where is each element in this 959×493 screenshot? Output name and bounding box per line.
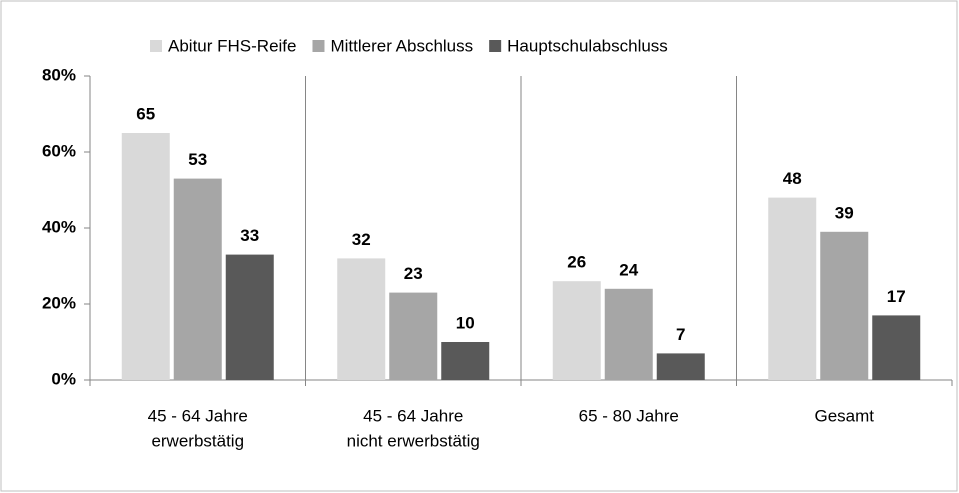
data-label: 23 [404,264,423,283]
x-tick-label: Gesamt [814,406,874,425]
bar [552,281,601,380]
bar [604,288,653,380]
y-tick-label: 40% [42,217,76,236]
data-label: 32 [352,230,371,249]
x-tick-label: 45 - 64 Jahre [363,406,463,425]
bar [872,315,921,380]
data-label: 65 [136,104,155,123]
x-tick-label: nicht erwerbstätig [347,431,480,450]
legend-label: Hauptschulabschluss [507,36,668,55]
data-label: 10 [456,313,475,332]
y-tick-label: 20% [42,293,76,312]
y-tick-label: 0% [51,369,76,388]
bar [441,342,490,380]
data-label: 17 [887,287,906,306]
data-label: 53 [188,150,207,169]
legend-swatch [312,40,325,52]
legend-swatch [150,40,162,52]
data-label: 39 [835,203,854,222]
bar [225,254,274,380]
data-label: 33 [240,226,259,245]
bar [768,197,817,380]
legend-swatch [489,40,502,52]
x-tick-label: erwerbstätig [151,431,244,450]
y-tick-label: 60% [42,141,76,160]
x-tick-label: 45 - 64 Jahre [148,406,248,425]
bar [389,292,438,380]
bar [173,178,222,380]
x-tick-label: 65 - 80 Jahre [579,406,679,425]
bar [121,133,170,380]
data-label: 48 [783,169,802,188]
data-label: 7 [676,325,685,344]
data-label: 24 [619,260,638,279]
data-label: 26 [567,253,586,272]
legend-label: Abitur FHS-Reife [168,36,296,55]
bar [656,353,705,380]
legend-label: Mittlerer Abschluss [330,36,473,55]
bar [337,258,386,380]
y-tick-label: 80% [42,65,76,84]
bar [820,231,869,380]
